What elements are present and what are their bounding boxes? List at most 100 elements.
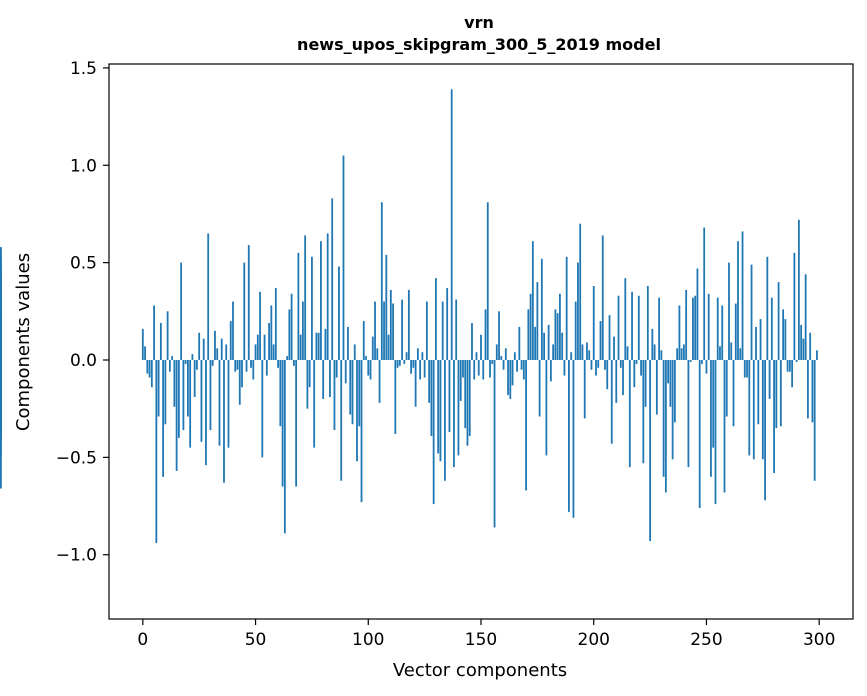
bar: [710, 360, 712, 477]
bar: [547, 324, 550, 360]
bar: [301, 301, 304, 360]
bar: [680, 348, 683, 360]
bar: [752, 360, 755, 460]
bar: [565, 256, 568, 360]
bar: [671, 360, 674, 460]
bar: [489, 360, 491, 378]
bar: [198, 332, 201, 360]
bar: [664, 360, 667, 493]
bar: [712, 360, 715, 448]
bar: [286, 356, 289, 360]
bar: [193, 360, 196, 397]
bar: [800, 324, 803, 360]
bar: [216, 348, 219, 360]
bar: [538, 360, 541, 417]
bar: [344, 360, 347, 384]
bar: [746, 360, 748, 378]
bar: [601, 235, 604, 360]
bar: [180, 262, 183, 360]
bar: [482, 360, 485, 380]
bar: [387, 334, 390, 360]
bar: [279, 360, 282, 427]
bar: [196, 360, 198, 370]
bar: [214, 330, 216, 360]
bar: [401, 299, 403, 360]
bar: [644, 360, 647, 407]
bar: [635, 360, 638, 364]
bar: [728, 262, 730, 360]
bar: [568, 360, 570, 512]
bar: [306, 360, 309, 409]
bar: [493, 360, 496, 528]
bar: [534, 326, 537, 360]
bar: [543, 332, 546, 360]
bar: [441, 301, 444, 360]
y-tick-label: −0.5: [56, 448, 97, 468]
bar: [613, 336, 615, 360]
bar: [633, 360, 636, 388]
bar: [407, 289, 410, 360]
bar: [453, 360, 455, 468]
bar: [579, 223, 582, 360]
bar: [498, 311, 500, 360]
bar: [588, 350, 591, 360]
y-tick-label: 0.0: [70, 351, 97, 371]
bar: [243, 262, 246, 360]
x-tick-label: 200: [578, 630, 610, 650]
bar: [202, 338, 205, 360]
bar: [802, 338, 805, 360]
bar: [791, 360, 794, 388]
bar: [171, 356, 174, 360]
bar: [304, 235, 307, 360]
bar: [419, 360, 422, 380]
bar: [245, 360, 248, 372]
bar: [698, 360, 701, 508]
bar: [696, 268, 699, 360]
bar: [559, 293, 561, 360]
bar: [484, 309, 487, 360]
bar: [788, 360, 791, 372]
bar: [597, 360, 600, 368]
bar: [793, 252, 796, 360]
bar: [619, 360, 622, 368]
bar: [378, 360, 381, 403]
bar: [471, 323, 473, 360]
bar: [223, 360, 225, 483]
bar: [705, 360, 708, 374]
bar: [658, 297, 661, 360]
bar: [775, 360, 778, 429]
bar: [784, 319, 787, 360]
x-tick-label: 100: [352, 630, 384, 650]
bar: [522, 360, 525, 380]
bar: [326, 233, 329, 360]
bar: [241, 360, 243, 388]
bar: [531, 241, 534, 360]
bar: [723, 360, 726, 493]
bar: [714, 360, 717, 505]
bar: [207, 233, 210, 360]
bar: [737, 241, 739, 360]
bar: [389, 289, 392, 360]
bar: [220, 338, 223, 360]
bar: [773, 360, 775, 473]
bar: [432, 360, 435, 505]
bar: [315, 332, 318, 360]
bar: [678, 305, 681, 360]
bar: [374, 301, 376, 360]
bar: [761, 360, 764, 460]
bar: [410, 360, 413, 374]
bar: [428, 360, 431, 403]
bar: [797, 219, 800, 360]
bar: [191, 354, 194, 360]
bar: [211, 360, 214, 366]
bar: [683, 344, 685, 360]
bar: [586, 342, 588, 360]
bar: [807, 360, 809, 419]
bar: [299, 334, 302, 360]
bar: [687, 360, 690, 468]
bar: [356, 360, 358, 462]
bar: [730, 342, 733, 360]
bar: [813, 360, 816, 481]
bar: [333, 360, 336, 431]
bar: [455, 299, 458, 360]
